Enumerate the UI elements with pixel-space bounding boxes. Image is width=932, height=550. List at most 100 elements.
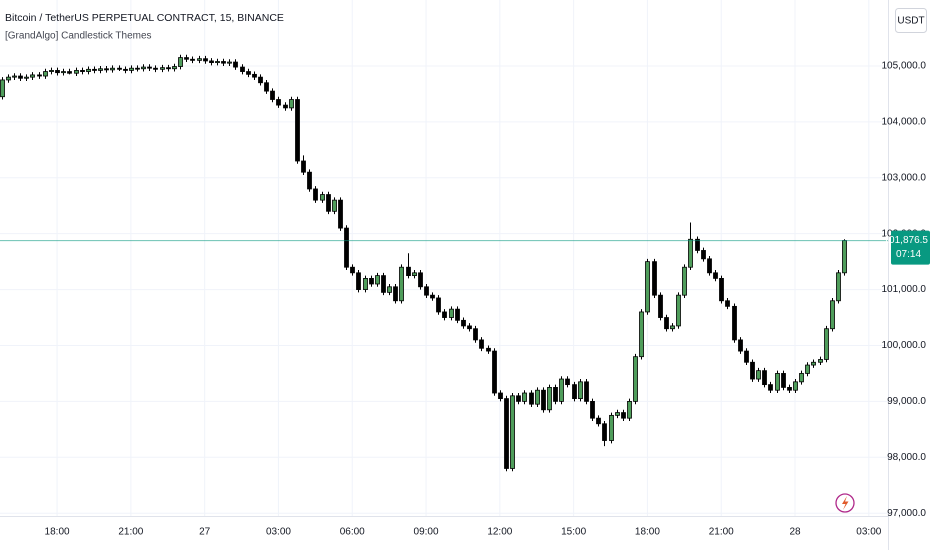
x-tick-label: 18:00 (45, 527, 70, 538)
candle-body (233, 61, 238, 68)
candle-body (381, 275, 386, 293)
candle-body (258, 76, 263, 84)
candle-body (153, 67, 158, 70)
candle-body (818, 359, 823, 363)
candle-body (289, 99, 294, 109)
candle-body (811, 361, 816, 366)
candle-body (221, 61, 226, 64)
candle-body (363, 278, 368, 290)
candle-body (424, 286, 429, 296)
candle-body (117, 67, 122, 70)
candle-body (418, 272, 423, 288)
candle-body (516, 395, 521, 402)
candle-body (658, 294, 663, 318)
candle-body (750, 361, 755, 380)
candle-body (529, 392, 534, 405)
candle-body (6, 76, 11, 81)
candle-body (695, 238, 700, 251)
candle-body (412, 272, 417, 277)
candle-body (0, 79, 5, 98)
candle-body (799, 373, 804, 383)
candle-body (541, 389, 546, 411)
candle-body (522, 392, 527, 402)
candle-body (824, 328, 829, 360)
lightning-icon[interactable] (835, 493, 855, 513)
candle-body (602, 423, 607, 441)
candle-body (344, 227, 349, 268)
candle-body (86, 68, 91, 72)
x-tick-label: 03:00 (266, 527, 291, 538)
candle-body (498, 392, 503, 400)
candle-body (713, 272, 718, 279)
candle-body (676, 294, 681, 327)
candle-body (547, 387, 552, 411)
candle-body (166, 67, 171, 70)
candle-body (461, 319, 466, 327)
candle-body (80, 70, 85, 72)
candle-body (338, 199, 343, 229)
candle-body (756, 370, 761, 380)
candle-body (553, 387, 558, 402)
candle-body (129, 67, 134, 71)
candle-body (775, 373, 780, 391)
candle-body (356, 272, 361, 290)
candle-body (682, 266, 687, 296)
candle-body (510, 395, 515, 469)
candle-body (645, 261, 650, 313)
candle-body (732, 305, 737, 341)
candle-body (240, 66, 245, 72)
currency-button[interactable] (895, 8, 927, 33)
candle-body (313, 188, 318, 201)
candle-body (197, 58, 202, 61)
candle-body (609, 414, 614, 441)
candle-body (283, 104, 288, 109)
candle-body (332, 199, 337, 212)
x-tick-label: 03:00 (856, 527, 881, 538)
candle-body (590, 400, 595, 419)
candle-body (688, 238, 693, 268)
candle-body (92, 68, 97, 71)
candle-body (768, 384, 773, 391)
candle-body (633, 356, 638, 402)
candle-body (301, 160, 306, 173)
candle-body (670, 325, 675, 330)
candle-body (61, 71, 66, 74)
y-tick-label: 100,000.0 (882, 340, 927, 351)
x-tick-label: 21:00 (709, 527, 734, 538)
candle-body (110, 67, 115, 71)
candle-body (842, 240, 847, 274)
x-tick-label: 21:00 (118, 527, 143, 538)
candle-body (350, 266, 355, 274)
candle-body (104, 68, 109, 71)
candle-body (190, 58, 195, 61)
candle-body (455, 308, 460, 321)
currency-label[interactable]: USDT (897, 16, 924, 27)
candle-body (203, 58, 208, 62)
candle-body (49, 70, 54, 72)
candle-body (584, 381, 589, 402)
candle-body (467, 325, 472, 330)
candle-body (276, 99, 281, 106)
candle-body (559, 378, 564, 402)
candle-body (12, 75, 17, 78)
candle-body (664, 317, 669, 330)
candle-body (246, 71, 251, 75)
y-tick-label: 101,000.0 (882, 284, 927, 295)
candle-body (836, 272, 841, 302)
candle-body (30, 74, 35, 78)
candles (0, 54, 847, 472)
candle-body (264, 82, 269, 92)
candle-body (535, 389, 540, 405)
candle-body (725, 300, 730, 307)
x-tick-label: 18:00 (635, 527, 660, 538)
candle-body (479, 339, 484, 349)
candle-body (436, 297, 441, 313)
candle-body (252, 73, 257, 78)
last-price-label: 101,876.5 (884, 235, 929, 246)
candle-body (744, 350, 749, 363)
candle-body (160, 67, 165, 70)
candle-body (442, 311, 447, 318)
y-tick-label: 104,000.0 (882, 117, 927, 128)
candle-body (504, 398, 509, 469)
